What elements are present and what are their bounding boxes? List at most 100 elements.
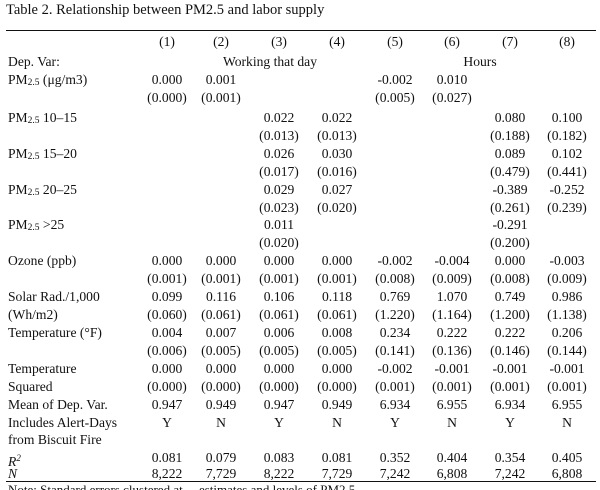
row-label: PM2.5 (μg/m3) [8, 72, 88, 88]
table-caption: Table 2. Relationship between PM2.5 and … [6, 2, 325, 18]
row-label-r2: R2 [8, 453, 21, 469]
stderr-cell: (0.182) [547, 128, 587, 143]
value-cell: 0.405 [551, 450, 583, 465]
stderr-cell: (0.027) [432, 90, 472, 105]
value-cell: 7,242 [379, 466, 411, 481]
dep-var-label: Dep. Var: [8, 54, 60, 69]
stderr-cell: (0.013) [317, 128, 357, 143]
estimate-cell: 0.000 [205, 361, 237, 376]
value-cell: 0.404 [436, 450, 468, 465]
estimate-cell: 0.030 [321, 146, 353, 161]
value-cell: 7,242 [494, 466, 526, 481]
estimate-cell: 0.000 [321, 361, 353, 376]
estimate-cell: -0.002 [377, 72, 413, 87]
row-label: Ozone (ppb) [8, 253, 77, 268]
stderr-cell: (0.020) [317, 200, 357, 215]
column-number: (8) [559, 34, 575, 49]
stderr-cell: (0.261) [490, 200, 530, 215]
stderr-cell: (0.023) [259, 200, 299, 215]
value-cell: 8,222 [151, 466, 183, 481]
stderr-cell: (0.001) [375, 379, 415, 394]
estimate-cell: 0.029 [263, 182, 295, 197]
stderr-cell: (0.146) [490, 343, 530, 358]
stderr-cell: (0.008) [375, 271, 415, 286]
stderr-cell: (0.000) [147, 379, 187, 394]
estimate-cell: 0.222 [494, 325, 526, 340]
estimate-cell: -0.291 [492, 217, 528, 232]
stderr-cell: (0.061) [259, 307, 299, 322]
value-cell: 6,808 [436, 466, 468, 481]
value-cell: 8,222 [263, 466, 295, 481]
value-cell: N [332, 415, 342, 430]
estimate-cell: 0.106 [263, 289, 295, 304]
column-number: (3) [271, 34, 287, 49]
value-cell: Y [390, 415, 400, 430]
value-cell: 0.081 [321, 450, 353, 465]
column-number: (2) [213, 34, 229, 49]
estimate-cell: -0.001 [492, 361, 528, 376]
stderr-cell: (0.001) [259, 271, 299, 286]
value-cell: 0.081 [151, 450, 183, 465]
stderr-cell: (0.006) [147, 343, 187, 358]
stderr-cell: (0.017) [259, 164, 299, 179]
estimate-cell: -0.002 [377, 253, 413, 268]
estimate-cell: 0.001 [205, 72, 237, 87]
estimate-cell: -0.004 [434, 253, 470, 268]
value-cell: N [216, 415, 226, 430]
stderr-cell: (1.138) [547, 307, 587, 322]
row-label-alert-2: from Biscuit Fire [8, 432, 102, 447]
value-cell: 0.947 [151, 397, 183, 412]
estimate-cell: 0.100 [551, 110, 583, 125]
value-cell: 0.083 [263, 450, 295, 465]
footnote-clipped: Note: Standard errors clustered at ... e… [8, 482, 369, 490]
stderr-cell: (0.144) [547, 343, 587, 358]
estimate-cell: 0.004 [151, 325, 183, 340]
value-cell: 0.949 [321, 397, 353, 412]
estimate-cell: 0.234 [379, 325, 411, 340]
row-label: PM2.5 15–20 [8, 146, 77, 162]
estimate-cell: 0.099 [151, 289, 183, 304]
estimate-cell: 0.000 [263, 361, 295, 376]
stderr-cell: (0.061) [201, 307, 241, 322]
column-number: (1) [159, 34, 175, 49]
estimate-cell: -0.001 [549, 361, 585, 376]
value-cell: Y [274, 415, 284, 430]
estimate-cell: 0.000 [494, 253, 526, 268]
estimate-cell: 0.000 [321, 253, 353, 268]
row-label-solar: Solar Rad./1,000 [8, 289, 100, 304]
stderr-cell: (1.164) [432, 307, 472, 322]
estimate-cell: -0.001 [434, 361, 470, 376]
value-cell: Y [505, 415, 515, 430]
stderr-cell: (0.005) [317, 343, 357, 358]
value-cell: N [562, 415, 572, 430]
value-cell: 0.354 [494, 450, 526, 465]
table-top-rule [6, 30, 596, 31]
estimate-cell: 0.986 [551, 289, 583, 304]
value-cell: 6,808 [551, 466, 583, 481]
estimate-cell: 0.102 [551, 146, 583, 161]
estimate-cell: -0.003 [549, 253, 585, 268]
row-label-solar-unit: (Wh/m2) [8, 307, 58, 322]
value-cell: 7,729 [321, 466, 353, 481]
column-number: (7) [502, 34, 518, 49]
value-cell: 6.934 [379, 397, 411, 412]
stderr-cell: (1.220) [375, 307, 415, 322]
stderr-cell: (1.200) [490, 307, 530, 322]
value-cell: 0.079 [205, 450, 237, 465]
stderr-cell: (0.001) [547, 379, 587, 394]
estimate-cell: 0.089 [494, 146, 526, 161]
stderr-cell: (0.136) [432, 343, 472, 358]
estimate-cell: 0.006 [263, 325, 295, 340]
estimate-cell: -0.252 [549, 182, 585, 197]
group-header-working: Working that day [222, 54, 318, 69]
estimate-cell: 0.008 [321, 325, 353, 340]
row-label-temperature: Temperature (°F) [8, 325, 102, 340]
estimate-cell: 0.769 [379, 289, 411, 304]
stderr-cell: (0.188) [490, 128, 530, 143]
stderr-cell: (0.001) [147, 271, 187, 286]
estimate-cell: 0.011 [263, 217, 295, 232]
value-cell: 0.949 [205, 397, 237, 412]
stderr-cell: (0.061) [317, 307, 357, 322]
column-number: (4) [329, 34, 345, 49]
stderr-cell: (0.005) [375, 90, 415, 105]
